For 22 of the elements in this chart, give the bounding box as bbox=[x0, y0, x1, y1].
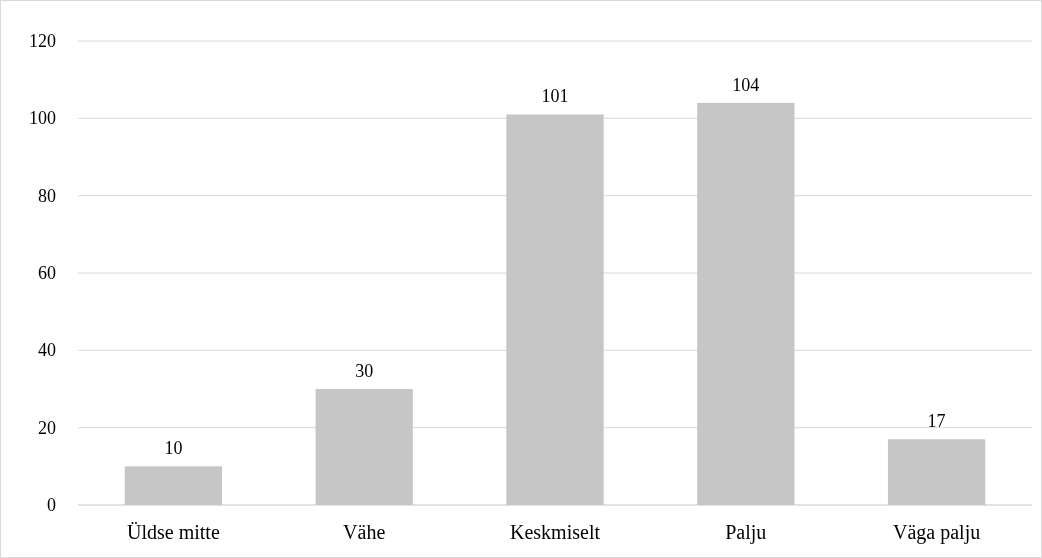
bar bbox=[315, 389, 413, 505]
data-label: 30 bbox=[355, 361, 374, 381]
y-tick-label: 80 bbox=[38, 185, 56, 206]
bar bbox=[887, 439, 986, 505]
y-tick-label: 100 bbox=[29, 108, 56, 129]
x-tick-label: Keskmiselt bbox=[510, 521, 601, 543]
bar bbox=[124, 466, 223, 505]
y-tick-label: 0 bbox=[47, 495, 56, 515]
x-tick-label: Vähe bbox=[343, 521, 386, 543]
data-label: 104 bbox=[732, 74, 760, 95]
y-tick-label: 40 bbox=[38, 340, 56, 361]
y-tick-label: 120 bbox=[29, 31, 56, 51]
bar bbox=[506, 114, 604, 505]
y-tick-label: 20 bbox=[38, 417, 56, 438]
x-tick-label: Üldse mitte bbox=[127, 521, 220, 543]
data-label: 10 bbox=[164, 438, 183, 459]
data-label: 17 bbox=[927, 411, 946, 432]
bar bbox=[697, 102, 795, 505]
x-tick-label: Palju bbox=[725, 521, 767, 544]
y-tick-label: 60 bbox=[38, 263, 56, 283]
data-label: 101 bbox=[541, 86, 569, 107]
x-tick-label: Väga palju bbox=[893, 521, 981, 544]
